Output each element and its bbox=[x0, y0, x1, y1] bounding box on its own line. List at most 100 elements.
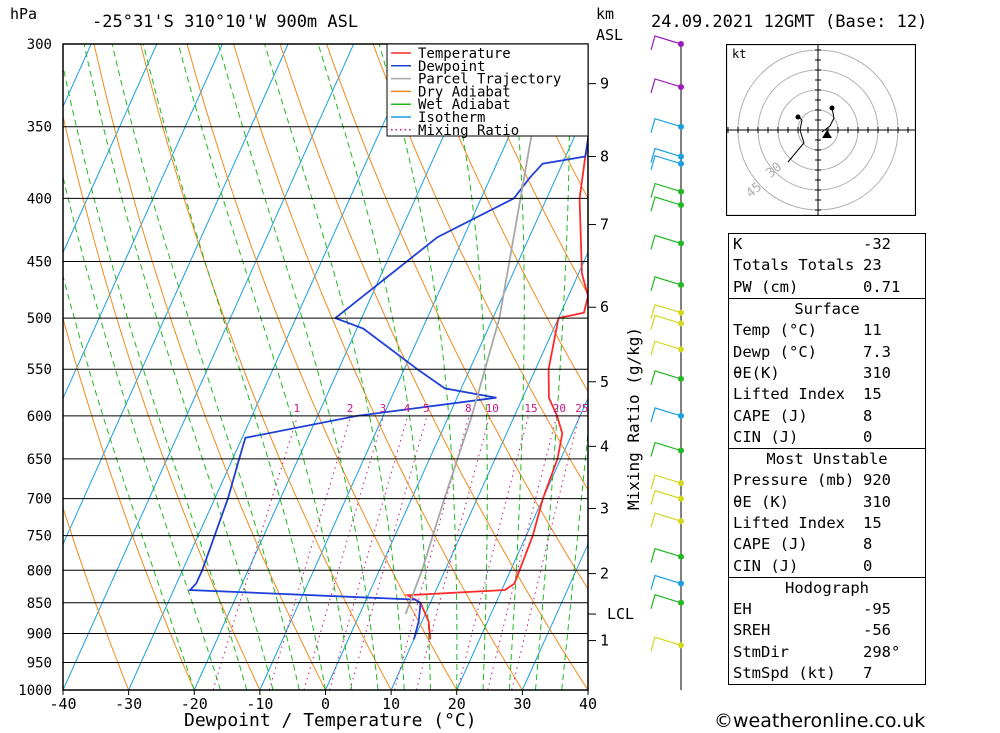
wind-barb bbox=[650, 314, 682, 330]
stats-section-title: Hodograph bbox=[785, 578, 869, 597]
stats-row: Dewp (°C) 7.3 bbox=[729, 341, 926, 362]
legend-label: Dewpoint bbox=[418, 59, 485, 75]
wind-barb bbox=[650, 147, 682, 163]
wind-barb bbox=[650, 574, 682, 590]
storm-motion-marker bbox=[822, 130, 832, 138]
x-tick-label: -30 bbox=[115, 695, 142, 713]
stats-row: Pressure (mb) 920 bbox=[729, 470, 926, 491]
stats-value: -32 bbox=[863, 235, 891, 254]
isotherm-line bbox=[259, 44, 552, 690]
km-tick-label: 2 bbox=[600, 565, 609, 583]
isotherm-line bbox=[390, 251, 588, 690]
stats-row: Totals Totals 23 bbox=[729, 255, 926, 276]
dry-adiabat-line bbox=[465, 44, 588, 296]
dry-adiabat-line bbox=[63, 506, 130, 690]
km-tick-label: LCL bbox=[607, 605, 634, 623]
dry-adiabat-line bbox=[372, 44, 588, 491]
km-tick-label: 4 bbox=[600, 437, 609, 455]
y-tick-label: 450 bbox=[27, 255, 52, 271]
stats-label: StmSpd (kt) bbox=[733, 664, 836, 683]
stats-section: Surface bbox=[728, 298, 926, 320]
wet-adiabat-line bbox=[535, 44, 571, 690]
x-tick-label: -20 bbox=[181, 695, 208, 713]
stats-value: 8 bbox=[863, 406, 873, 425]
stats-row: Lifted Index 15 bbox=[729, 513, 926, 534]
stats-row: CAPE (J) 8 bbox=[729, 405, 926, 426]
legend-label: Temperature bbox=[418, 46, 511, 62]
stats-label: Pressure (mb) bbox=[733, 471, 855, 490]
wind-barb bbox=[650, 340, 682, 356]
wind-barb bbox=[650, 117, 682, 133]
stats-label: EH bbox=[733, 600, 752, 619]
x-tick-label: -10 bbox=[246, 695, 273, 713]
isotherm-line bbox=[0, 44, 26, 690]
mixing-ratio-axis-title: Mixing Ratio (g/kg) bbox=[624, 326, 643, 510]
stats-value: 7 bbox=[863, 664, 873, 683]
y-tick-label: 900 bbox=[27, 626, 52, 642]
stats-label: K bbox=[733, 235, 743, 254]
stats-label: Lifted Index bbox=[733, 385, 845, 404]
asl-unit-label: ASL bbox=[596, 26, 624, 44]
wind-barb bbox=[650, 182, 682, 198]
stats-row: CAPE (J) 8 bbox=[729, 534, 926, 555]
x-tick-label: 0 bbox=[321, 695, 330, 713]
isotherm-line bbox=[521, 542, 588, 690]
wind-level-dot bbox=[678, 123, 684, 130]
stats-row: Temp (°C) 11 bbox=[729, 320, 926, 341]
km-tick-label: 3 bbox=[600, 499, 609, 517]
parcel-trajectory-series bbox=[404, 44, 552, 615]
stats-row: K -32 bbox=[729, 234, 926, 256]
mixing-ratio-label: 15 bbox=[524, 402, 537, 415]
wind-barb bbox=[650, 441, 682, 457]
y-tick-label: 800 bbox=[27, 563, 52, 579]
stats-label: CAPE (J) bbox=[733, 406, 808, 425]
legend-label: Wet Adiabat bbox=[418, 97, 511, 113]
stats-value: 7.3 bbox=[863, 342, 891, 361]
stats-section: Hodograph bbox=[728, 577, 926, 599]
wind-barb bbox=[650, 303, 682, 319]
wind-barb bbox=[650, 370, 682, 386]
wind-barb bbox=[650, 594, 682, 609]
mixing-ratio-label: 5 bbox=[423, 402, 430, 415]
y-tick-label: 1000 bbox=[18, 683, 52, 699]
wind-barb bbox=[650, 407, 682, 423]
legend-label: Isotherm bbox=[418, 110, 485, 126]
wind-barb bbox=[650, 196, 682, 212]
y-tick-label: 850 bbox=[27, 596, 52, 612]
dry-adiabat-line bbox=[931, 44, 1000, 690]
stats-table: K -32 Totals Totals 23 PW (cm) 0.71 Surf… bbox=[728, 233, 926, 686]
stats-label: CAPE (J) bbox=[733, 535, 808, 554]
mixing-ratio-label: 1 bbox=[294, 402, 301, 415]
stats-row: θE (K) 310 bbox=[729, 492, 926, 513]
hodograph-point bbox=[829, 105, 835, 111]
wind-barb bbox=[650, 636, 682, 652]
dry-adiabat-line bbox=[93, 44, 326, 690]
x-tick-label: 40 bbox=[579, 695, 597, 713]
hodograph-trace-upper bbox=[821, 107, 835, 133]
stats-label: CIN (J) bbox=[733, 427, 799, 446]
stats-section-title: Most Unstable bbox=[766, 450, 888, 469]
mixing-ratio-label: 20 bbox=[553, 402, 566, 415]
wind-barb bbox=[650, 78, 682, 94]
stats-value: 11 bbox=[863, 321, 882, 340]
stats-label: SREH bbox=[733, 621, 771, 640]
km-unit-label: km bbox=[596, 5, 615, 23]
y-tick-label: 600 bbox=[27, 409, 52, 425]
isotherm-line bbox=[63, 44, 158, 254]
mixing-ratio-label: 3 bbox=[380, 402, 387, 415]
km-tick-label: 8 bbox=[600, 148, 609, 166]
x-axis-title: Dewpoint / Temperature (°C) bbox=[184, 710, 477, 731]
wind-barb bbox=[650, 474, 682, 490]
stats-value: 298° bbox=[863, 642, 901, 661]
mixing-ratio-line bbox=[268, 415, 352, 690]
dry-adiabat-line bbox=[419, 44, 588, 393]
wind-barb bbox=[650, 512, 682, 528]
km-tick-label: 6 bbox=[600, 298, 609, 316]
y-tick-label: 950 bbox=[27, 655, 52, 671]
stats-value: -56 bbox=[863, 621, 891, 640]
wind-barb bbox=[650, 276, 682, 292]
y-tick-label: 650 bbox=[27, 452, 52, 468]
mixing-ratio-line bbox=[329, 415, 409, 690]
stats-row: CIN (J) 0 bbox=[729, 555, 926, 577]
hodograph-unit-label: kt bbox=[732, 47, 746, 61]
